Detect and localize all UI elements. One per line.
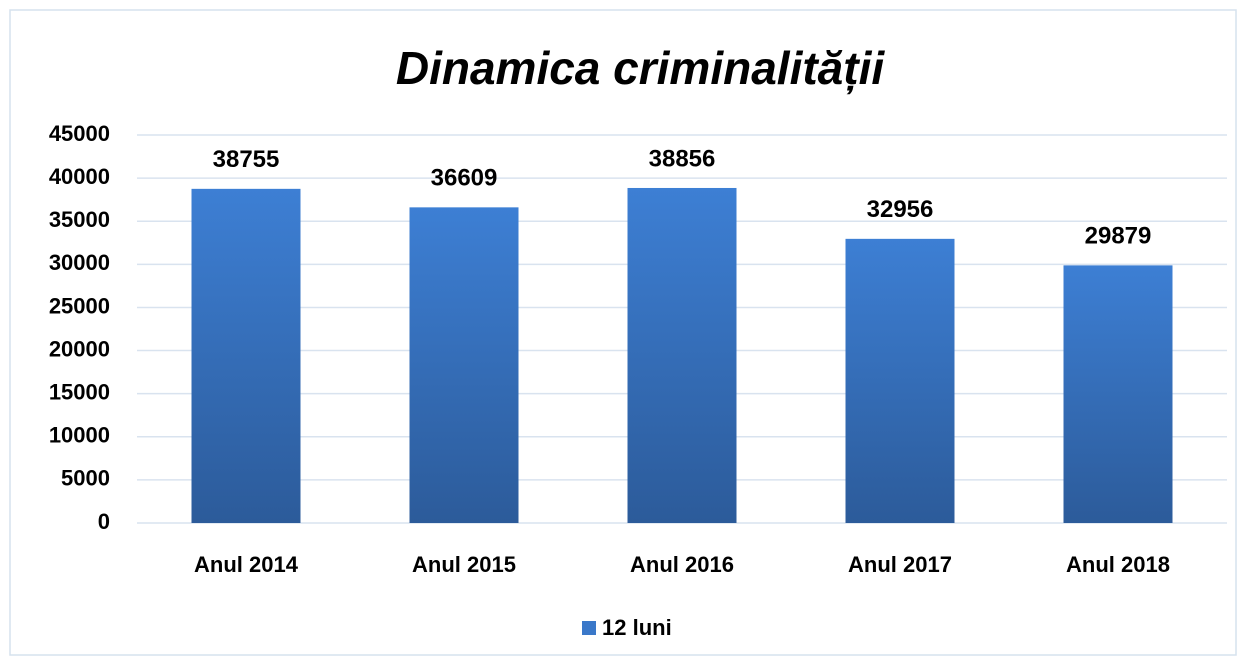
data-label: 38755 [213, 146, 280, 173]
data-label: 38856 [649, 145, 716, 172]
bar [191, 188, 301, 524]
y-tick-label: 5000 [61, 466, 110, 491]
y-tick-label: 35000 [49, 207, 110, 232]
legend-swatch [582, 621, 596, 635]
bar [845, 238, 955, 523]
x-tick-label: Anul 2017 [848, 552, 952, 577]
x-tick-label: Anul 2014 [194, 552, 299, 577]
y-tick-label: 20000 [49, 336, 110, 361]
bar [627, 187, 737, 524]
y-tick-label: 30000 [49, 250, 110, 275]
x-tick-label: Anul 2016 [630, 552, 734, 577]
y-tick-label: 40000 [49, 164, 110, 189]
data-label: 36609 [431, 165, 498, 192]
x-tick-label: Anul 2015 [412, 552, 516, 577]
legend-label: 12 luni [602, 615, 672, 640]
bar [1063, 265, 1173, 523]
y-tick-label: 45000 [49, 121, 110, 146]
y-tick-label: 0 [98, 509, 110, 534]
bar [409, 207, 519, 523]
chart-title: Dinamica criminalității [396, 42, 885, 94]
y-tick-label: 15000 [49, 379, 110, 404]
y-tick-label: 10000 [49, 423, 110, 448]
data-label: 32956 [867, 196, 934, 223]
x-tick-label: Anul 2018 [1066, 552, 1170, 577]
data-label: 29879 [1085, 223, 1152, 250]
y-tick-label: 25000 [49, 293, 110, 318]
